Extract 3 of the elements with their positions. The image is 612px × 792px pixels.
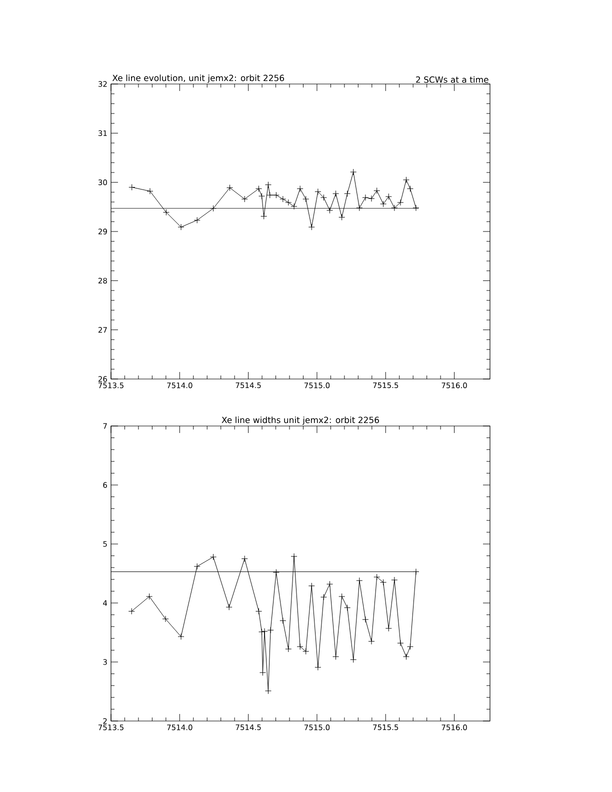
chart-subtitle: 2 SCWs at a time bbox=[416, 76, 488, 83]
chart-title: Xe line widths unit jemx2: orbit 2256 bbox=[222, 416, 379, 425]
chart-title: Xe line evolution, unit jemx2: orbit 2256 bbox=[112, 74, 284, 83]
